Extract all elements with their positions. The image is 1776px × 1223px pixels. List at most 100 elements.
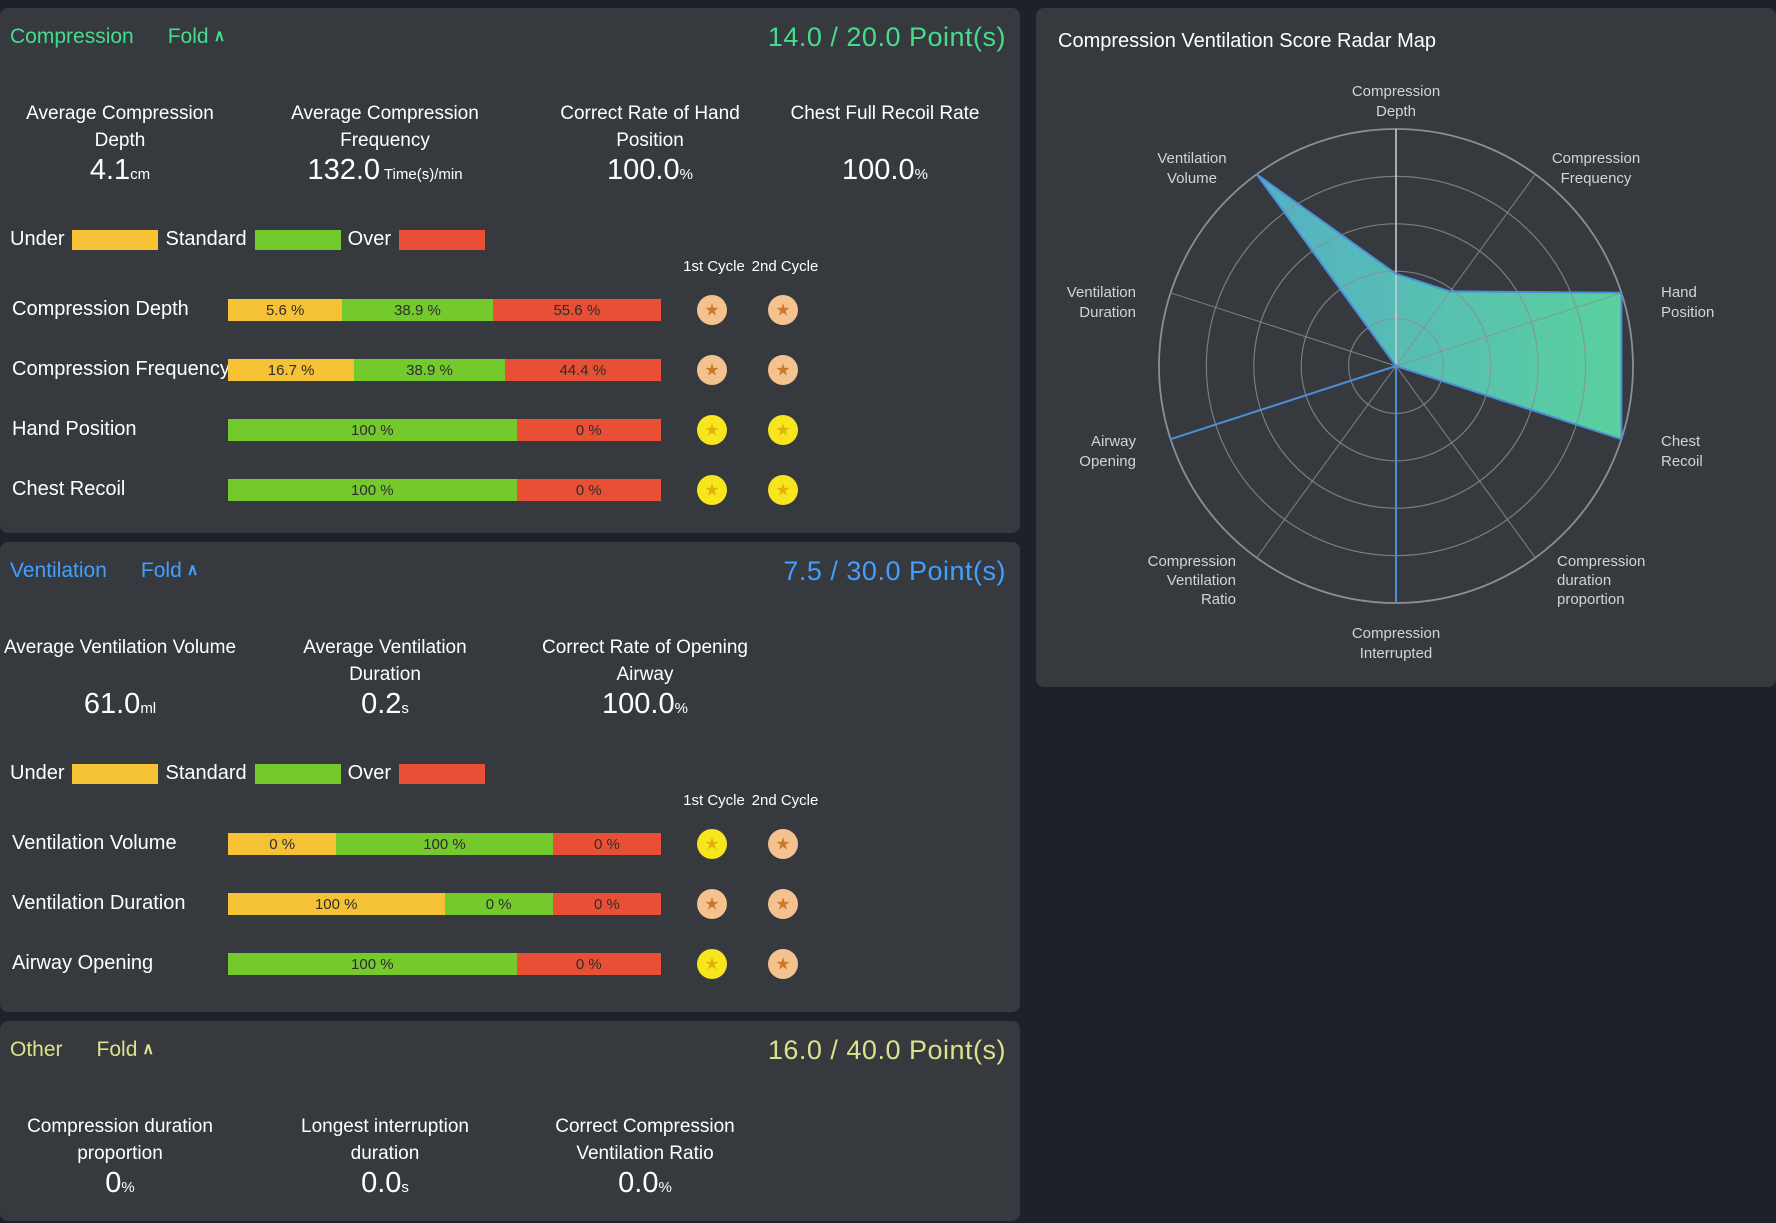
table-row: Compression Depth 5.6 % 38.9 % 55.6 % ★ ★ bbox=[0, 295, 1020, 325]
bronze-medal-icon: ★ bbox=[697, 295, 727, 325]
radar-axis-line bbox=[1170, 292, 1397, 367]
metric-label-line: Longest interruption bbox=[301, 1116, 469, 1137]
metric-value: 0.0% bbox=[525, 1167, 765, 1204]
metric-value: 132.0 Time(s)/min bbox=[265, 154, 505, 191]
metric-label-line: Chest Full Recoil Rate bbox=[790, 103, 980, 124]
bar-segment-standard: 100 % bbox=[228, 479, 517, 501]
metric-label: Correct Rate of Opening Airway bbox=[525, 634, 765, 688]
radar-axis-line bbox=[1395, 174, 1536, 367]
bronze-medal-icon: ★ bbox=[697, 889, 727, 919]
compression-fold-label: Fold bbox=[167, 25, 209, 48]
star-icon: ★ bbox=[704, 360, 720, 379]
row-label: Compression Frequency bbox=[12, 358, 230, 380]
metric-value-number: 0.0 bbox=[618, 1167, 659, 1199]
metric-label: Chest Full Recoil Rate bbox=[765, 100, 1005, 154]
metric-value: 100.0% bbox=[765, 154, 1005, 191]
row-bar: 100 % 0 % 0 % bbox=[228, 893, 661, 915]
metric-value-unit: cm bbox=[130, 166, 151, 183]
metric-value-unit: Time(s)/min bbox=[380, 166, 463, 183]
ventilation-score: 7.5 / 30.0 Point(s) bbox=[783, 555, 1006, 586]
metric-value-unit: s bbox=[401, 1179, 409, 1196]
radar-axis-line bbox=[1395, 365, 1536, 558]
legend-label: Standard bbox=[165, 762, 247, 784]
legend-label: Under bbox=[10, 228, 65, 250]
other-header: Other Fold ∧ 16.0 / 40.0 Point(s) bbox=[10, 1033, 1006, 1067]
radar-axis-label: Compression bbox=[1557, 553, 1645, 570]
radar-axis-label: Hand bbox=[1661, 284, 1697, 301]
compression-header: Compression Fold ∧ 14.0 / 20.0 Point(s) bbox=[10, 20, 1006, 54]
metric-value-unit: % bbox=[679, 166, 693, 183]
metric-label-line: Correct Rate of Hand bbox=[560, 103, 740, 124]
compression-legend: Under Standard Over bbox=[10, 228, 492, 251]
gold-medal-icon: ★ bbox=[697, 475, 727, 505]
compression-title: Compression bbox=[10, 25, 134, 48]
metric-value: 4.1cm bbox=[0, 154, 240, 191]
metric-value-unit: ml bbox=[140, 700, 157, 717]
chevron-up-icon: ∧ bbox=[213, 28, 226, 45]
metric-value-number: 61.0 bbox=[83, 688, 141, 720]
bar-segment-under: 0 % bbox=[228, 833, 337, 855]
row-bar: 100 % 0 % bbox=[228, 953, 661, 975]
metric-label-line: Ventilation Ratio bbox=[576, 1143, 714, 1164]
legend-swatch-over bbox=[399, 763, 485, 784]
table-row: Ventilation Volume 0 % 100 % 0 % ★ ★ bbox=[0, 829, 1020, 859]
ventilation-panel: Ventilation Fold ∧ 7.5 / 30.0 Point(s) A… bbox=[0, 542, 1020, 1012]
compression-score: 14.0 / 20.0 Point(s) bbox=[767, 21, 1006, 52]
compression-fold-button[interactable]: Fold ∧ bbox=[168, 25, 226, 49]
metric-label-line: Compression duration bbox=[27, 1116, 213, 1137]
other-metric: Compression duration proportion 0% bbox=[0, 1113, 240, 1204]
bar-segment-over: 55.6 % bbox=[492, 299, 661, 321]
radar-axis-label: Frequency bbox=[1561, 170, 1632, 187]
metric-value: 0% bbox=[0, 1167, 240, 1204]
other-fold-button[interactable]: Fold ∧ bbox=[97, 1038, 155, 1062]
cycle-header: 2nd Cycle bbox=[751, 792, 819, 809]
row-label: Hand Position bbox=[12, 418, 137, 440]
gold-medal-icon: ★ bbox=[697, 949, 727, 979]
radar-axis-label: proportion bbox=[1557, 591, 1625, 608]
radar-axis-label: Ventilation bbox=[1167, 572, 1236, 589]
radar-data-outline bbox=[1169, 173, 1623, 604]
ventilation-title: Ventilation bbox=[10, 559, 107, 582]
radar-axis-label: Compression bbox=[1352, 625, 1440, 642]
gold-medal-icon: ★ bbox=[697, 829, 727, 859]
radar-axis-label: Compression bbox=[1352, 83, 1440, 100]
metric-value-unit: % bbox=[121, 1179, 135, 1196]
metric-label-line: Depth bbox=[94, 130, 146, 151]
bronze-medal-icon: ★ bbox=[768, 355, 798, 385]
star-icon: ★ bbox=[704, 420, 720, 439]
radar-axis-label: Compression bbox=[1148, 553, 1236, 570]
radar-axis-label: Ratio bbox=[1201, 591, 1236, 608]
metric-value: 100.0% bbox=[530, 154, 770, 191]
metric-label: Correct Compression Ventilation Ratio bbox=[525, 1113, 765, 1167]
ventilation-fold-label: Fold bbox=[140, 559, 182, 582]
bar-segment-over: 0 % bbox=[516, 479, 661, 501]
ventilation-metric: Average Ventilation Volume 61.0ml bbox=[0, 634, 240, 725]
metric-value-number: 100.0 bbox=[602, 688, 675, 720]
gold-medal-icon: ★ bbox=[768, 475, 798, 505]
radar-axis-label: Ventilation bbox=[1067, 284, 1136, 301]
metric-value-number: 4.1 bbox=[89, 154, 131, 186]
metric-value-number: 0 bbox=[105, 1167, 122, 1199]
radar-axis-label: Position bbox=[1661, 304, 1714, 321]
legend-label: Over bbox=[347, 228, 391, 250]
bronze-medal-icon: ★ bbox=[768, 889, 798, 919]
bar-segment-under: 100 % bbox=[228, 893, 445, 915]
metric-value-unit: % bbox=[914, 166, 928, 183]
row-label: Ventilation Volume bbox=[12, 832, 177, 854]
compression-metric: Correct Rate of Hand Position 100.0% bbox=[530, 100, 770, 191]
row-bar: 100 % 0 % bbox=[228, 419, 661, 441]
legend-swatch-standard bbox=[254, 763, 341, 784]
star-icon: ★ bbox=[704, 300, 720, 319]
compression-metric: Average Compression Frequency 132.0 Time(s… bbox=[265, 100, 505, 191]
other-metric: Longest interruption duration 0.0s bbox=[265, 1113, 505, 1204]
ventilation-fold-button[interactable]: Fold ∧ bbox=[141, 559, 199, 583]
star-icon: ★ bbox=[775, 894, 791, 913]
metric-label: Longest interruption duration bbox=[265, 1113, 505, 1167]
ventilation-header: Ventilation Fold ∧ 7.5 / 30.0 Point(s) bbox=[10, 554, 1006, 588]
chevron-up-icon: ∧ bbox=[142, 1041, 155, 1058]
metric-value-number: 132.0 bbox=[307, 154, 381, 186]
radar-axis-label: Airway bbox=[1091, 433, 1137, 450]
metric-value: 100.0% bbox=[525, 688, 765, 725]
star-icon: ★ bbox=[775, 954, 791, 973]
star-icon: ★ bbox=[704, 954, 720, 973]
